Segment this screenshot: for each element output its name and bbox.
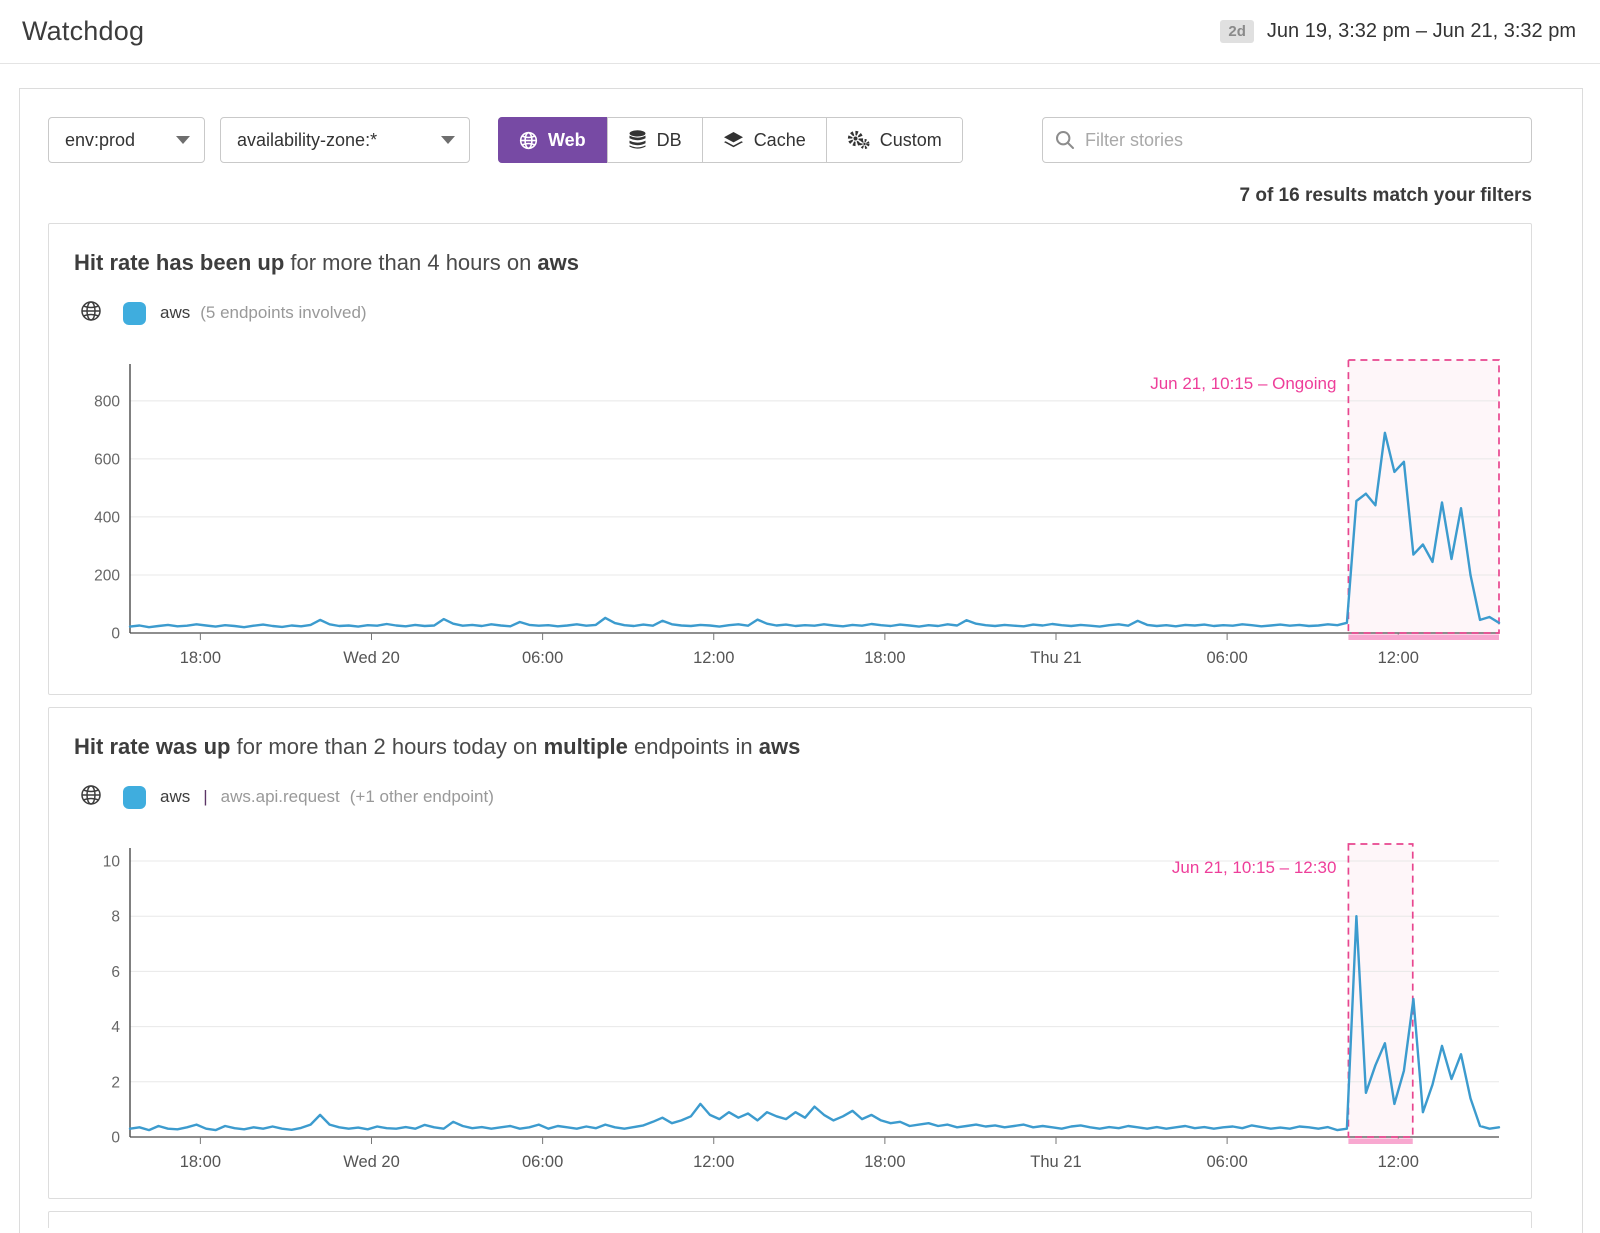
svg-text:8: 8: [111, 909, 120, 926]
svg-text:Jun 21, 10:15 – Ongoing: Jun 21, 10:15 – Ongoing: [1150, 374, 1336, 393]
segment-custom-label: Custom: [879, 129, 942, 150]
globe-icon: [80, 300, 102, 327]
svg-text:600: 600: [94, 451, 120, 468]
segment-web-label: Web: [548, 129, 586, 150]
series-color-swatch: [123, 785, 146, 809]
story-card-hit-rate-2h[interactable]: Hit rate was up for more than 2 hours to…: [48, 707, 1532, 1199]
story-card-hit-rate-4h[interactable]: Hit rate has been up for more than 4 hou…: [48, 223, 1532, 695]
segment-cache-label: Cache: [753, 129, 806, 150]
svg-text:12:00: 12:00: [693, 1153, 734, 1171]
svg-text:Thu 21: Thu 21: [1030, 1153, 1081, 1171]
filter-stories-search: [1042, 117, 1532, 163]
svg-text:Thu 21: Thu 21: [1030, 649, 1081, 667]
layers-icon: [723, 131, 744, 150]
service-name: aws: [160, 787, 191, 806]
filter-row: env:prod availability-zone:* Web: [48, 117, 1532, 163]
story-legend: aws (5 endpoints involved): [74, 298, 1531, 328]
range-text[interactable]: Jun 19, 3:32 pm – Jun 21, 3:32 pm: [1266, 20, 1576, 42]
endpoint-name: aws.api.request: [220, 787, 340, 806]
chevron-down-icon: [176, 136, 190, 144]
globe-icon: [519, 131, 538, 150]
service-name: aws: [160, 303, 191, 322]
results-count: 7 of 16 results match your filters: [1239, 185, 1533, 206]
svg-text:06:00: 06:00: [522, 649, 563, 667]
hit-rate-chart-2h[interactable]: 0 2 4 6 8 10 18:00 Wed 20 06:00 12:00 18:00 Thu 21 0…: [74, 824, 1531, 1182]
story-title: Hit rate was up for more than 2 hours to…: [74, 734, 801, 759]
endpoints-note: (+1 other endpoint): [349, 787, 494, 806]
search-input[interactable]: [1042, 117, 1532, 163]
svg-text:Jun 21, 10:15 – 12:30: Jun 21, 10:15 – 12:30: [1172, 858, 1336, 877]
env-filter-dropdown[interactable]: env:prod: [48, 117, 205, 163]
svg-text:10: 10: [103, 854, 121, 871]
svg-text:18:00: 18:00: [864, 1153, 905, 1171]
time-range-picker[interactable]: 2d Jun 19, 3:32 pm – Jun 21, 3:32 pm: [1220, 20, 1576, 43]
search-icon: [1055, 130, 1075, 155]
svg-text:800: 800: [94, 393, 120, 410]
svg-text:12:00: 12:00: [1378, 1153, 1419, 1171]
segment-web-button[interactable]: Web: [498, 117, 607, 163]
svg-text:06:00: 06:00: [1206, 649, 1247, 667]
database-icon: [628, 130, 647, 150]
story-card-partial[interactable]: [48, 1211, 1532, 1228]
svg-text:18:00: 18:00: [180, 649, 221, 667]
svg-text:12:00: 12:00: [1378, 649, 1419, 667]
endpoints-note: (5 endpoints involved): [200, 303, 367, 322]
svg-text:2: 2: [111, 1074, 120, 1091]
segment-cache-button[interactable]: Cache: [701, 118, 826, 162]
svg-text:12:00: 12:00: [693, 649, 734, 667]
svg-text:4: 4: [111, 1019, 120, 1036]
segment-custom-button[interactable]: Custom: [825, 118, 962, 162]
top-bar: Watchdog 2d Jun 19, 3:32 pm – Jun 21, 3:…: [0, 0, 1600, 64]
integration-type-segmented-control: Web DB Cache: [498, 117, 963, 163]
svg-text:6: 6: [111, 964, 120, 981]
globe-icon: [80, 784, 102, 811]
availability-zone-filter-dropdown[interactable]: availability-zone:*: [220, 117, 470, 163]
watchdog-panel: env:prod availability-zone:* Web: [19, 88, 1583, 1233]
svg-text:400: 400: [94, 509, 120, 526]
svg-text:Wed 20: Wed 20: [343, 1153, 400, 1171]
svg-text:18:00: 18:00: [864, 649, 905, 667]
story-title: Hit rate has been up for more than 4 hou…: [74, 250, 580, 275]
story-legend: aws | aws.api.request (+1 other endpoint…: [74, 782, 1531, 812]
svg-text:Wed 20: Wed 20: [343, 649, 400, 667]
svg-text:200: 200: [94, 567, 120, 584]
gears-icon: [847, 130, 870, 150]
svg-text:0: 0: [111, 626, 120, 643]
range-duration-badge[interactable]: 2d: [1220, 20, 1254, 43]
svg-text:0: 0: [111, 1130, 120, 1147]
page-title: Watchdog: [22, 16, 145, 46]
segment-db-button[interactable]: DB: [606, 118, 702, 162]
chevron-down-icon: [441, 136, 455, 144]
svg-text:06:00: 06:00: [1206, 1153, 1247, 1171]
hit-rate-chart-4h[interactable]: 0 200 400 600 800 18:00 Wed 20 06:00 12:00 18:00 T…: [74, 340, 1531, 678]
legend-separator: |: [203, 787, 208, 806]
env-filter-label: env:prod: [65, 129, 136, 150]
svg-text:06:00: 06:00: [522, 1153, 563, 1171]
availability-zone-filter-label: availability-zone:*: [237, 129, 378, 150]
segment-db-label: DB: [656, 129, 682, 150]
series-color-swatch: [123, 301, 146, 325]
svg-text:18:00: 18:00: [180, 1153, 221, 1171]
